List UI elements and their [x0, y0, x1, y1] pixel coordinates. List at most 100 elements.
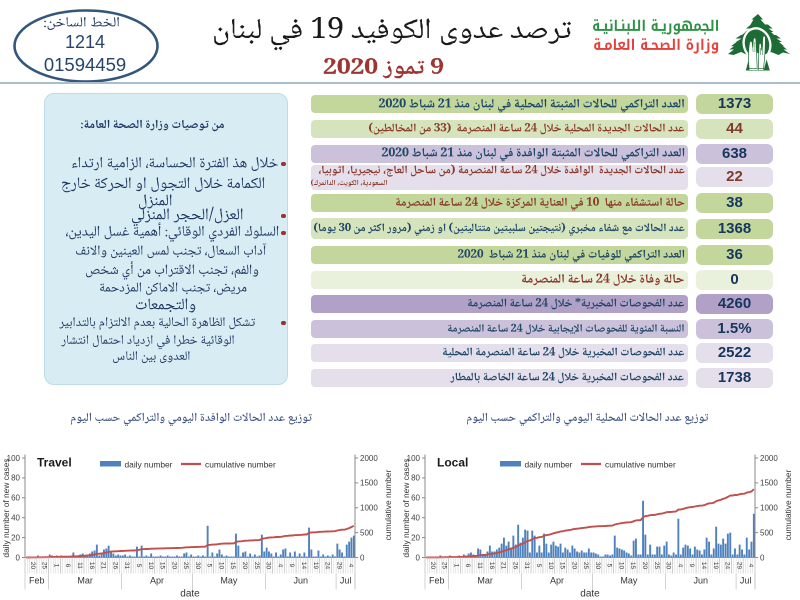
svg-text:40: 40	[411, 514, 420, 523]
svg-text:500: 500	[360, 528, 374, 537]
svg-text:Mar: Mar	[477, 576, 493, 586]
svg-text:60: 60	[411, 494, 420, 503]
svg-text:6: 6	[64, 564, 71, 568]
svg-text:10: 10	[618, 562, 625, 570]
svg-text:20: 20	[241, 562, 248, 570]
svg-text:30: 30	[665, 562, 672, 570]
svg-text:10: 10	[547, 562, 554, 570]
svg-text:16: 16	[88, 562, 95, 570]
svg-text:14: 14	[300, 562, 307, 570]
svg-text:15: 15	[629, 562, 636, 570]
svg-text:cumulative number: cumulative number	[783, 469, 793, 540]
svg-text:25: 25	[582, 562, 589, 570]
svg-text:Jun: Jun	[294, 576, 309, 586]
svg-text:16: 16	[488, 562, 495, 570]
svg-text:25: 25	[41, 562, 48, 570]
svg-text:daily number of new cases: daily number of new cases	[401, 458, 411, 557]
svg-text:5: 5	[135, 564, 142, 568]
svg-text:25: 25	[253, 562, 260, 570]
svg-text:60: 60	[11, 494, 20, 503]
svg-text:Jun: Jun	[694, 576, 709, 586]
svg-text:29: 29	[735, 562, 742, 570]
svg-text:10: 10	[147, 562, 154, 570]
svg-text:11: 11	[476, 562, 483, 569]
svg-text:26: 26	[111, 562, 118, 570]
svg-text:1: 1	[53, 564, 60, 568]
svg-text:1000: 1000	[760, 504, 778, 513]
svg-text:date: date	[180, 589, 200, 600]
svg-text:0: 0	[760, 553, 765, 562]
svg-text:daily number of new cases: daily number of new cases	[1, 458, 11, 557]
svg-text:0: 0	[16, 553, 21, 562]
svg-text:4: 4	[676, 564, 683, 568]
svg-text:Jul: Jul	[740, 576, 752, 586]
svg-text:25: 25	[182, 562, 189, 570]
svg-text:15: 15	[559, 562, 566, 570]
svg-text:20: 20	[570, 562, 577, 570]
svg-text:15: 15	[159, 562, 166, 570]
svg-text:Local: Local	[437, 456, 468, 470]
svg-text:80: 80	[411, 474, 420, 483]
svg-text:20: 20	[29, 562, 36, 570]
svg-text:5: 5	[206, 564, 213, 568]
svg-text:May: May	[220, 576, 238, 586]
svg-text:31: 31	[523, 562, 530, 570]
svg-text:Travel: Travel	[37, 456, 72, 470]
svg-text:100: 100	[407, 454, 421, 463]
svg-text:40: 40	[11, 514, 20, 523]
svg-text:11: 11	[76, 562, 83, 569]
svg-text:4: 4	[347, 564, 354, 568]
svg-text:24: 24	[324, 562, 331, 570]
svg-text:date: date	[580, 589, 600, 600]
svg-text:cumulative number: cumulative number	[383, 469, 393, 540]
svg-text:30: 30	[194, 562, 201, 570]
svg-text:24: 24	[724, 562, 731, 570]
svg-text:2000: 2000	[360, 454, 378, 463]
svg-text:daily number: daily number	[125, 459, 173, 469]
svg-text:20: 20	[411, 533, 420, 542]
svg-text:0: 0	[416, 553, 421, 562]
svg-text:cumulative number: cumulative number	[205, 459, 276, 469]
svg-text:9: 9	[688, 564, 695, 568]
svg-text:5: 5	[535, 564, 542, 568]
svg-text:1500: 1500	[760, 479, 778, 488]
svg-text:21: 21	[500, 562, 507, 570]
svg-text:0: 0	[360, 553, 365, 562]
svg-text:Jul: Jul	[340, 576, 352, 586]
svg-text:9: 9	[288, 564, 295, 568]
svg-text:May: May	[620, 576, 638, 586]
svg-text:25: 25	[441, 562, 448, 570]
svg-text:80: 80	[11, 474, 20, 483]
svg-text:1: 1	[453, 564, 460, 568]
svg-text:19: 19	[312, 562, 319, 570]
svg-text:100: 100	[7, 454, 21, 463]
svg-text:20: 20	[429, 562, 436, 570]
svg-text:cumulative number: cumulative number	[605, 459, 676, 469]
svg-text:30: 30	[265, 562, 272, 570]
svg-text:21: 21	[100, 562, 107, 570]
svg-text:15: 15	[229, 562, 236, 570]
svg-text:2000: 2000	[760, 454, 778, 463]
svg-text:500: 500	[760, 528, 774, 537]
svg-text:20: 20	[641, 562, 648, 570]
svg-text:31: 31	[123, 562, 130, 570]
svg-text:Feb: Feb	[29, 576, 45, 586]
svg-text:6: 6	[464, 564, 471, 568]
svg-text:29: 29	[335, 562, 342, 570]
svg-text:5: 5	[606, 564, 613, 568]
svg-text:daily number: daily number	[525, 459, 573, 469]
svg-text:4: 4	[747, 564, 754, 568]
svg-text:30: 30	[594, 562, 601, 570]
svg-text:26: 26	[511, 562, 518, 570]
svg-text:4: 4	[276, 564, 283, 568]
svg-text:20: 20	[170, 562, 177, 570]
svg-text:Mar: Mar	[77, 576, 93, 586]
svg-text:1000: 1000	[360, 504, 378, 513]
svg-text:25: 25	[653, 562, 660, 570]
svg-text:19: 19	[712, 562, 719, 570]
svg-text:Apr: Apr	[550, 576, 564, 586]
svg-text:Feb: Feb	[429, 576, 445, 586]
svg-text:20: 20	[11, 533, 20, 542]
svg-text:10: 10	[218, 562, 225, 570]
svg-text:Apr: Apr	[150, 576, 164, 586]
